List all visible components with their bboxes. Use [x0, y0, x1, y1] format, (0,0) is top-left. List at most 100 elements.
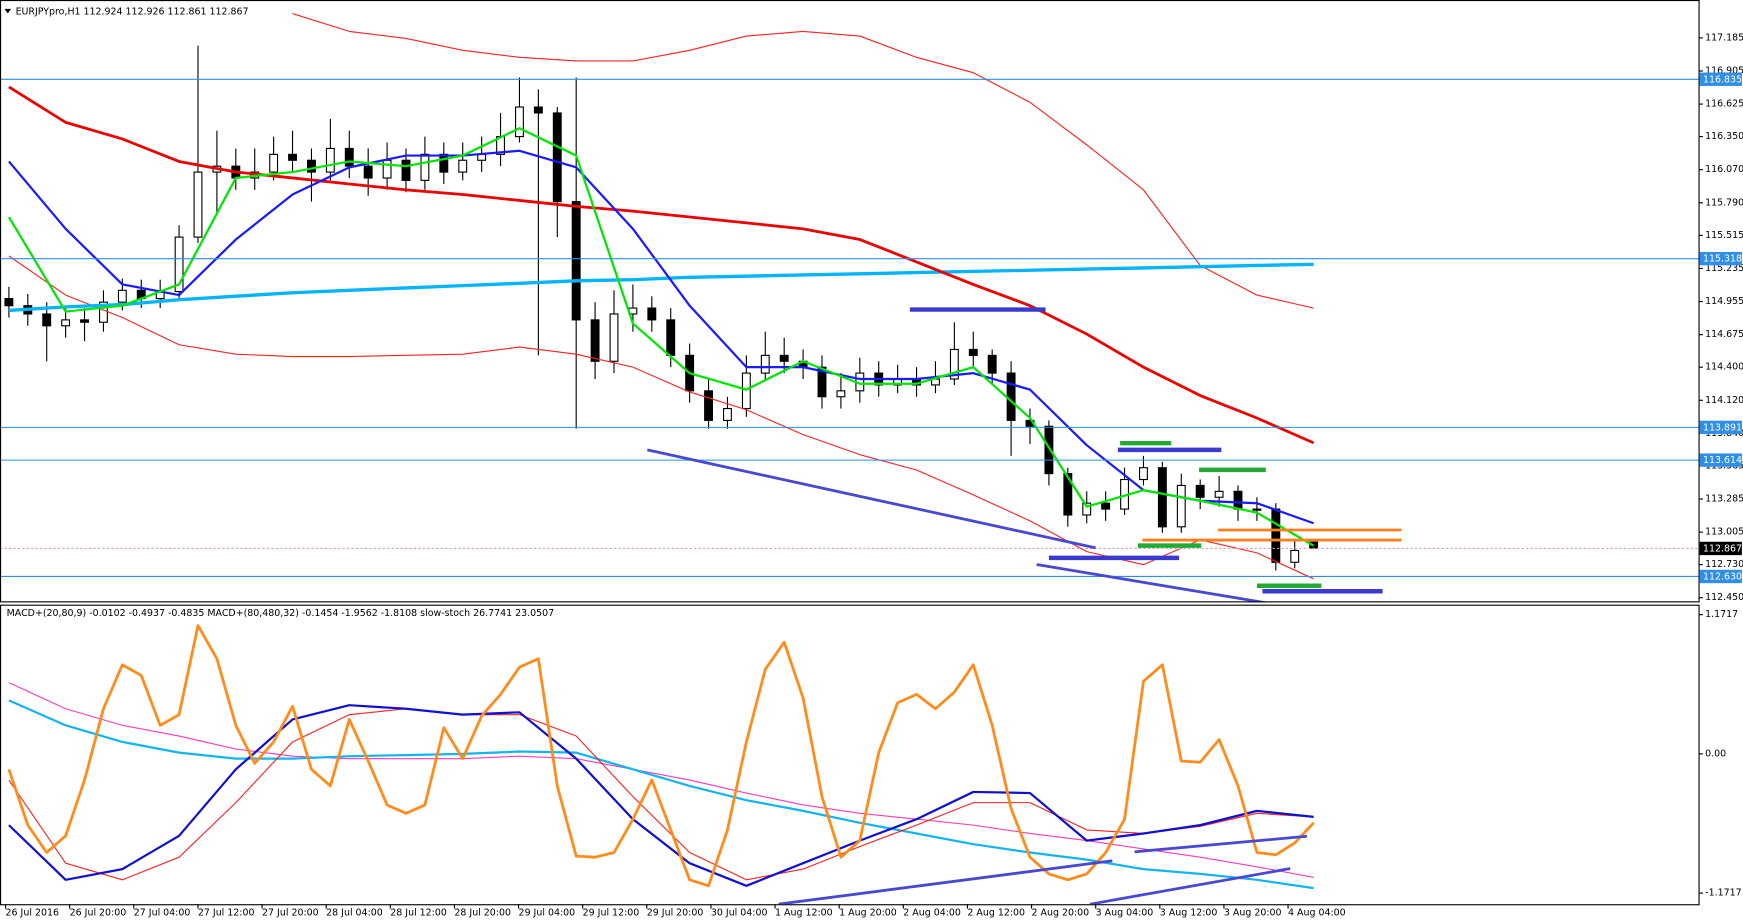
candle-body	[1195, 484, 1205, 498]
candle-body	[1139, 467, 1148, 481]
candle-body	[1006, 372, 1016, 421]
indicator-line	[8, 708, 1314, 881]
level-box	[1699, 251, 1742, 266]
candle-body	[1157, 467, 1167, 528]
y-tick-label: 116.070	[1705, 164, 1743, 175]
candle-body	[968, 348, 978, 356]
y-tick-label: 0.00	[1705, 748, 1726, 759]
x-tick-label: 26 Jul 2016	[6, 908, 59, 919]
level-box	[1699, 420, 1742, 435]
candle-body	[987, 354, 997, 374]
candle-body	[363, 165, 373, 179]
candle-body	[571, 201, 581, 321]
x-tick-label: 4 Aug 04:00	[1288, 908, 1346, 919]
level-label: 112.630	[1703, 572, 1742, 583]
x-tick-label: 3 Aug 20:00	[1224, 908, 1282, 919]
indicator-line	[8, 704, 1314, 887]
candle-body	[306, 159, 316, 173]
candle-body	[80, 319, 89, 323]
x-tick-label: 2 Aug 04:00	[903, 908, 961, 919]
candle-body	[609, 313, 619, 362]
level-label: 113.891	[1703, 422, 1742, 433]
y-tick-label: 117.185	[1705, 32, 1743, 43]
panel-title: EURJPYpro,H1 112.924 112.926 112.861 112…	[16, 7, 249, 18]
candle-body	[760, 354, 770, 374]
candle-body	[325, 147, 335, 173]
level-box	[1699, 569, 1742, 584]
indicator-line	[8, 682, 1314, 879]
x-tick-label: 29 Jul 04:00	[519, 908, 576, 919]
price-panel	[0, 13, 1699, 580]
candle-body	[288, 153, 297, 161]
moving-average	[8, 255, 1314, 580]
x-tick-label: 3 Aug 12:00	[1160, 908, 1218, 919]
candle-body	[515, 106, 524, 138]
x-tick-label: 28 Jul 12:00	[390, 908, 447, 919]
x-tick-label: 28 Jul 04:00	[326, 908, 383, 919]
indicator-frame	[0, 604, 1700, 906]
candle-body	[174, 236, 184, 293]
candle-body	[117, 289, 127, 303]
candle-body	[1252, 508, 1262, 511]
level-label: 113.614	[1703, 455, 1742, 466]
y-tick-label: 115.235	[1705, 263, 1743, 274]
candle-body	[1176, 484, 1186, 528]
candle-body	[1271, 508, 1281, 563]
level-label: 116.835	[1703, 74, 1742, 85]
candle-body	[533, 106, 543, 114]
candle-body	[1290, 549, 1300, 563]
candle-body	[4, 298, 14, 307]
y-tick-label: 112.450	[1705, 592, 1743, 603]
x-tick-label: 29 Jul 20:00	[647, 908, 704, 919]
candle-body	[666, 319, 676, 356]
candle-body	[552, 112, 562, 203]
level-label: 115.318	[1703, 254, 1742, 265]
candle-body	[704, 390, 713, 421]
x-tick-label: 2 Aug 20:00	[1032, 908, 1090, 919]
candle-body	[779, 354, 789, 362]
candle-body	[723, 408, 732, 421]
trendline	[1089, 867, 1291, 905]
trendline	[778, 859, 1113, 905]
candle-body	[458, 159, 468, 173]
candle-body	[42, 313, 52, 327]
y-tick-label: 114.400	[1705, 362, 1743, 373]
y-tick-label: 116.350	[1705, 131, 1743, 142]
level-box	[1699, 72, 1742, 86]
candle-body	[382, 159, 392, 179]
candle-body	[193, 171, 203, 238]
candle-body	[439, 153, 449, 173]
y-tick-label: 113.285	[1705, 494, 1743, 505]
y-tick-label: 1.1717	[1705, 609, 1738, 620]
moving-average	[8, 85, 1315, 445]
moving-average	[292, 13, 1314, 309]
candle-body	[1214, 490, 1224, 498]
y-tick-label: 112.730	[1705, 559, 1743, 570]
x-tick-label: 3 Aug 04:00	[1096, 908, 1154, 919]
candle-body	[401, 159, 411, 181]
moving-average	[7, 127, 1315, 547]
candle-body	[590, 319, 600, 362]
candle-body	[949, 348, 959, 380]
x-tick-label: 30 Jul 04:00	[711, 908, 768, 919]
axes: EURJPYpro,H1 112.924 112.926 112.861 112…	[5, 7, 1743, 919]
y-tick-label: -1.1717	[1705, 888, 1741, 899]
x-tick-label: 28 Jul 20:00	[454, 908, 511, 919]
candle-body	[1063, 473, 1073, 516]
x-tick-label: 2 Aug 12:00	[967, 908, 1025, 919]
candle-body	[1082, 502, 1092, 516]
y-tick-label: 114.955	[1705, 296, 1743, 307]
menu-arrow[interactable]	[4, 8, 12, 14]
y-tick-label: 116.905	[1705, 65, 1743, 76]
current-price-label: 112.867	[1703, 544, 1742, 555]
x-tick-label: 26 Jul 20:00	[70, 908, 127, 919]
x-tick-label: 29 Jul 12:00	[583, 908, 640, 919]
y-tick-label: 114.675	[1705, 329, 1743, 340]
x-tick-label: 27 Jul 04:00	[134, 908, 191, 919]
x-tick-label: 27 Jul 20:00	[262, 908, 319, 919]
candle-body	[817, 366, 827, 398]
trendline	[647, 448, 1096, 550]
